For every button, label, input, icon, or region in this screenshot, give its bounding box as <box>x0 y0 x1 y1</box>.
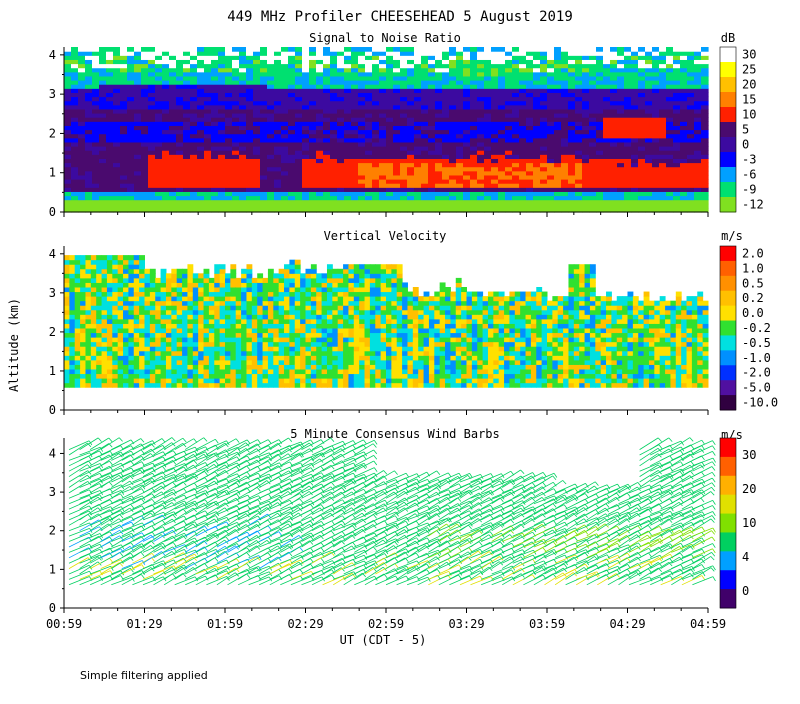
colorbar-label: 10 <box>742 108 756 122</box>
colorbar-label: 30 <box>742 48 756 62</box>
y-tick-label: 2 <box>49 126 56 140</box>
y-tick-label: 1 <box>49 166 56 180</box>
y-tick-label: 3 <box>49 87 56 101</box>
colorbar-swatch <box>720 570 736 589</box>
colorbar-swatch <box>720 47 736 63</box>
x-tick-label: 01:29 <box>126 617 162 631</box>
colorbar-label: 0 <box>742 584 749 598</box>
colorbar-label: 10 <box>742 516 756 530</box>
x-tick-label: 02:29 <box>287 617 323 631</box>
colorbar-label: 20 <box>742 482 756 496</box>
x-tick-label: 01:59 <box>207 617 243 631</box>
snr-panel-title: Signal to Noise Ratio <box>309 31 461 45</box>
colorbar-label: 0.2 <box>742 291 764 305</box>
colorbar-swatch <box>720 589 736 608</box>
x-tick-label: 03:59 <box>529 617 565 631</box>
y-tick-label: 4 <box>49 247 56 261</box>
colorbar-swatch <box>720 246 736 261</box>
colorbar-label: -0.5 <box>742 336 771 350</box>
y-tick-label: 4 <box>49 48 56 62</box>
vv-panel-title: Vertical Velocity <box>324 229 447 243</box>
colorbar-swatch <box>720 291 736 306</box>
colorbar-label: -6 <box>742 168 756 182</box>
colorbar-swatch <box>720 321 736 336</box>
colorbar-label: 0.0 <box>742 306 764 320</box>
colorbar-swatch <box>720 77 736 93</box>
colorbar-label: 0.5 <box>742 276 764 290</box>
y-tick-label: 0 <box>49 403 56 417</box>
y-tick-label: 3 <box>49 485 56 499</box>
colorbar-label: 15 <box>742 93 756 107</box>
colorbar-swatch <box>720 197 736 213</box>
colorbar-swatch <box>720 167 736 183</box>
colorbar-label: 4 <box>742 550 749 564</box>
colorbar-swatch <box>720 92 736 108</box>
colorbar-swatch <box>720 395 736 410</box>
colorbar-label: 0 <box>742 138 749 152</box>
colorbar-label: -1.0 <box>742 351 771 365</box>
colorbar-label: 2.0 <box>742 246 764 260</box>
colorbar-label: 20 <box>742 78 756 92</box>
colorbar-label: -2.0 <box>742 366 771 380</box>
colorbar-swatch <box>720 514 736 533</box>
colorbar-swatch <box>720 532 736 551</box>
colorbar-swatch <box>720 107 736 123</box>
colorbar-swatch <box>720 350 736 365</box>
colorbar-swatch <box>720 62 736 78</box>
x-tick-label: 04:59 <box>690 617 726 631</box>
x-tick-label: 03:29 <box>448 617 484 631</box>
y-tick-label: 3 <box>49 286 56 300</box>
x-tick-label: 04:29 <box>609 617 645 631</box>
y-tick-label: 1 <box>49 562 56 576</box>
colorbar-label: -12 <box>742 198 764 212</box>
colorbar-label: 1.0 <box>742 261 764 275</box>
colorbar-swatch <box>720 495 736 514</box>
colorbar-swatch <box>720 137 736 153</box>
colorbar-label: -9 <box>742 183 756 197</box>
colorbar-swatch <box>720 182 736 198</box>
colorbar-label: -10.0 <box>742 396 778 410</box>
colorbar-swatch <box>720 457 736 476</box>
colorbar-label: 5 <box>742 123 749 137</box>
x-tick-label: 02:59 <box>368 617 404 631</box>
colorbar-label: -5.0 <box>742 381 771 395</box>
colorbar-label: -0.2 <box>742 321 771 335</box>
colorbar-swatch <box>720 365 736 380</box>
y-tick-label: 0 <box>49 205 56 219</box>
colorbar-swatch <box>720 152 736 168</box>
colorbar-swatch <box>720 335 736 350</box>
y-tick-label: 1 <box>49 364 56 378</box>
colorbar-swatch <box>720 276 736 291</box>
y-axis-label: Altitude (km) <box>7 298 21 392</box>
y-tick-label: 4 <box>49 446 56 460</box>
colorbar-swatch <box>720 476 736 495</box>
x-tick-label: 00:59 <box>46 617 82 631</box>
colorbar-label: 30 <box>742 448 756 462</box>
colorbar-swatch <box>720 551 736 570</box>
snr-heatmap <box>64 47 709 213</box>
vv-heatmap <box>64 255 709 388</box>
wind-barbs <box>69 438 716 585</box>
colorbar-swatch <box>720 380 736 395</box>
colorbar-swatch <box>720 438 736 457</box>
y-tick-label: 2 <box>49 524 56 538</box>
wind-panel-title: 5 Minute Consensus Wind Barbs <box>290 427 500 441</box>
colorbar-label: -3 <box>742 153 756 167</box>
x-axis-label: UT (CDT - 5) <box>340 633 427 647</box>
colorbar-swatch <box>720 122 736 138</box>
figure-title: 449 MHz Profiler CHEESEHEAD 5 August 201… <box>227 9 573 25</box>
colorbar-label: 25 <box>742 63 756 77</box>
colorbar-swatch <box>720 306 736 321</box>
colorbar-swatch <box>720 261 736 276</box>
snr-colorbar-unit: dB <box>721 31 735 45</box>
footnote: Simple filtering applied <box>80 669 208 682</box>
vv-colorbar-unit: m/s <box>721 229 743 243</box>
y-tick-label: 0 <box>49 601 56 615</box>
y-tick-label: 2 <box>49 325 56 339</box>
